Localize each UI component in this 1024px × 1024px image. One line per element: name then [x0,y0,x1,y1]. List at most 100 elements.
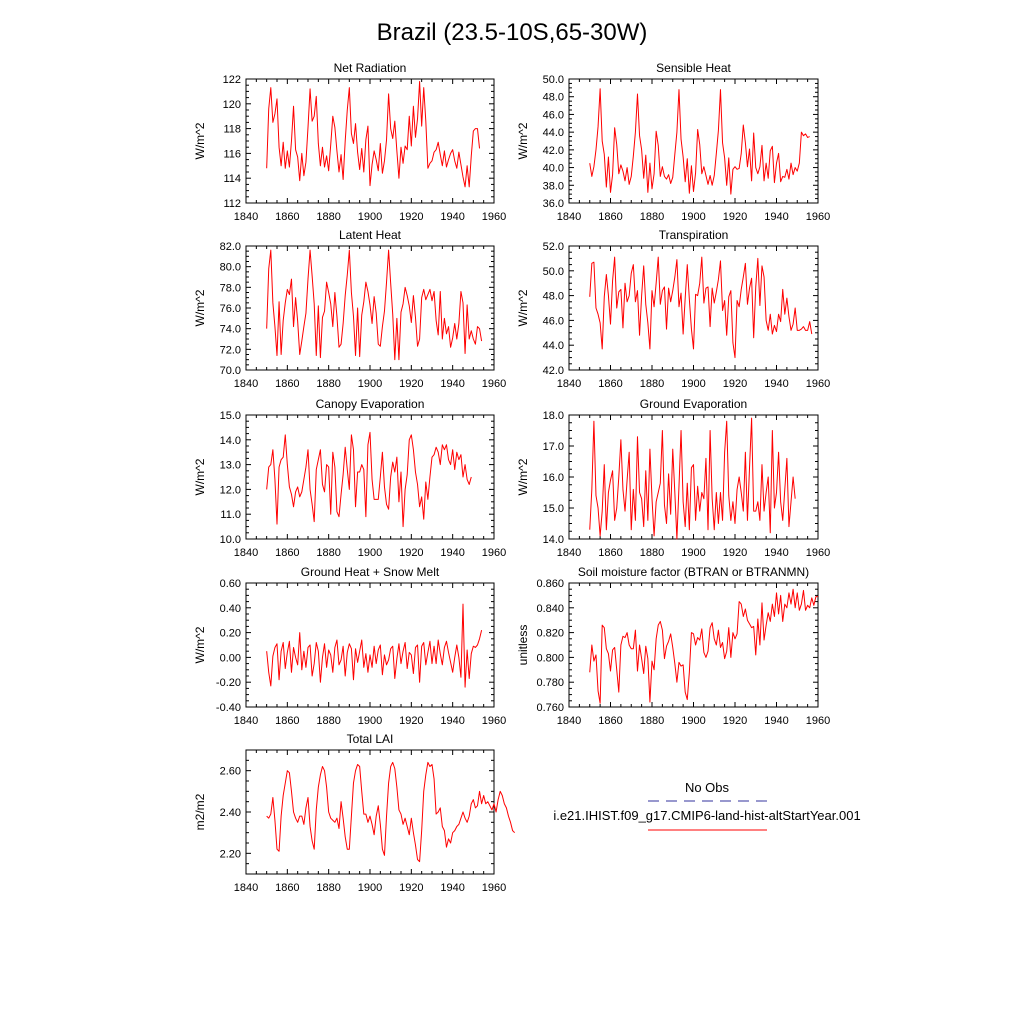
latent-heat-series-line [266,249,483,361]
sensible-heat-ylabel: W/m^2 [516,122,530,159]
sensible-heat-ytick-label: 46.0 [543,109,564,121]
total-lai-series-line [266,761,516,863]
total-lai-xtick-label: 1880 [316,882,340,894]
sensible-heat-series-line [589,88,810,195]
latent-heat-panel: Latent Heat W/m^2 1840 1860 1880 1900 1920 1940… [193,228,506,390]
net-radiation-xtick-label: 1900 [358,211,382,223]
ground-heat-snow-melt-ylabel: W/m^2 [193,626,207,663]
transpiration-ytick-label: 44.0 [543,340,564,352]
soil-moisture-factor-btran-or-btranmn-ytick-label: 0.760 [536,702,564,714]
net-radiation-series-line [266,80,481,188]
ground-evaporation-panel: Ground Evaporation W/m^2 1840 1860 1880 1900 1… [516,397,830,559]
canopy-evaporation-series-line [266,431,472,528]
latent-heat-ytick-label: 76.0 [220,303,241,315]
latent-heat-xtick-label: 1920 [399,378,423,390]
ground-evaporation-ylabel: W/m^2 [516,458,530,495]
net-radiation-ytick-label: 114 [223,173,241,185]
total-lai-ytick-label: 2.40 [220,807,241,819]
transpiration-ytick-label: 46.0 [543,315,564,327]
soil-moisture-factor-btran-or-btranmn-series-line [589,588,818,704]
latent-heat-xtick-label: 1880 [316,378,340,390]
transpiration-series-line [589,256,813,359]
net-radiation-ytick-label: 112 [223,198,241,210]
latent-heat-title: Latent Heat [339,228,402,242]
soil-moisture-factor-btran-or-btranmn-ylabel: unitless [516,625,530,666]
latent-heat-ytick-label: 78.0 [220,282,241,294]
net-radiation-xtick-label: 1920 [399,211,423,223]
ground-heat-snow-melt-xtick-label: 1940 [440,715,464,727]
ground-evaporation-title: Ground Evaporation [640,397,747,411]
canopy-evaporation-xtick-label: 1860 [275,547,299,559]
transpiration-ytick-label: 48.0 [543,291,564,303]
sensible-heat-xtick-label: 1840 [557,211,581,223]
latent-heat-xtick-label: 1860 [275,378,299,390]
transpiration-panel: Transpiration W/m^2 1840 1860 1880 1900 1920 19… [516,228,830,390]
ground-heat-snow-melt-xtick-label: 1960 [482,715,506,727]
legend: No Obs i.e21.IHIST.f09_g17.CMIP6-land-hi… [553,780,861,831]
ground-heat-snow-melt-ytick-label: 0.60 [220,578,241,590]
latent-heat-ytick-label: 70.0 [220,365,241,377]
latent-heat-ytick-label: 74.0 [220,324,241,336]
net-radiation-xtick-label: 1860 [275,211,299,223]
ground-heat-snow-melt-xtick-label: 1840 [234,715,258,727]
sensible-heat-xtick-label: 1880 [640,211,664,223]
ground-heat-snow-melt-xtick-label: 1860 [275,715,299,727]
total-lai-ytick-label: 2.20 [220,848,241,860]
soil-moisture-factor-btran-or-btranmn-xtick-label: 1880 [640,715,664,727]
ground-evaporation-xtick-label: 1840 [557,547,581,559]
soil-moisture-factor-btran-or-btranmn-xtick-label: 1860 [598,715,622,727]
total-lai-xtick-label: 1940 [440,882,464,894]
latent-heat-xtick-label: 1960 [482,378,506,390]
net-radiation-title: Net Radiation [334,61,407,75]
canopy-evaporation-ytick-label: 14.0 [220,435,241,447]
latent-heat-xtick-label: 1900 [358,378,382,390]
figure-title: Brazil (23.5-10S,65-30W) [377,19,648,46]
panels: Net Radiation W/m^2 1840 1860 1880 1900 1920 19… [193,61,830,894]
net-radiation-ytick-label: 116 [223,148,241,160]
latent-heat-ytick-label: 82.0 [220,241,241,253]
transpiration-frame [568,245,819,371]
canopy-evaporation-xtick-label: 1940 [440,547,464,559]
sensible-heat-panel: Sensible Heat W/m^2 1840 1860 1880 1900 1920 19… [516,61,830,223]
ground-heat-snow-melt-series-line [266,603,483,688]
ground-evaporation-xtick-label: 1860 [598,547,622,559]
sensible-heat-ytick-label: 44.0 [543,127,564,139]
transpiration-title: Transpiration [659,228,729,242]
sensible-heat-xtick-label: 1860 [598,211,622,223]
transpiration-xtick-label: 1860 [598,378,622,390]
soil-moisture-factor-btran-or-btranmn-xtick-label: 1900 [681,715,705,727]
ground-evaporation-ytick-label: 18.0 [543,410,564,422]
canopy-evaporation-title: Canopy Evaporation [316,397,425,411]
ground-heat-snow-melt-ytick-label: -0.40 [216,702,241,714]
transpiration-ytick-label: 52.0 [543,241,564,253]
soil-moisture-factor-btran-or-btranmn-ytick-label: 0.800 [536,652,564,664]
ground-evaporation-ytick-label: 15.0 [543,503,564,515]
canopy-evaporation-xtick-label: 1840 [234,547,258,559]
latent-heat-ylabel: W/m^2 [193,289,207,326]
canopy-evaporation-xtick-label: 1960 [482,547,506,559]
ground-evaporation-xtick-label: 1940 [764,547,788,559]
soil-moisture-factor-btran-or-btranmn-ytick-label: 0.780 [536,677,564,689]
soil-moisture-factor-btran-or-btranmn-panel: Soil moisture factor (BTRAN or BTRANMN) u… [516,565,830,727]
sensible-heat-ytick-label: 42.0 [543,145,564,157]
total-lai-title: Total LAI [347,732,394,746]
net-radiation-xtick-label: 1880 [316,211,340,223]
ground-evaporation-xtick-label: 1900 [681,547,705,559]
canopy-evaporation-ytick-label: 12.0 [220,484,241,496]
total-lai-xtick-label: 1920 [399,882,423,894]
soil-moisture-factor-btran-or-btranmn-xtick-label: 1940 [764,715,788,727]
sensible-heat-ytick-label: 38.0 [543,180,564,192]
canopy-evaporation-ylabel: W/m^2 [193,458,207,495]
soil-moisture-factor-btran-or-btranmn-xtick-label: 1840 [557,715,581,727]
soil-moisture-factor-btran-or-btranmn-xtick-label: 1960 [806,715,830,727]
ground-heat-snow-melt-xtick-label: 1900 [358,715,382,727]
latent-heat-ytick-label: 72.0 [220,344,241,356]
latent-heat-xtick-label: 1940 [440,378,464,390]
soil-moisture-factor-btran-or-btranmn-title: Soil moisture factor (BTRAN or BTRANMN) [578,565,809,579]
total-lai-xtick-label: 1960 [482,882,506,894]
ground-evaporation-ytick-label: 14.0 [543,534,564,546]
ground-heat-snow-melt-xtick-label: 1920 [399,715,423,727]
net-radiation-ytick-label: 118 [223,124,241,136]
sensible-heat-xtick-label: 1920 [723,211,747,223]
net-radiation-ytick-label: 120 [223,99,241,111]
